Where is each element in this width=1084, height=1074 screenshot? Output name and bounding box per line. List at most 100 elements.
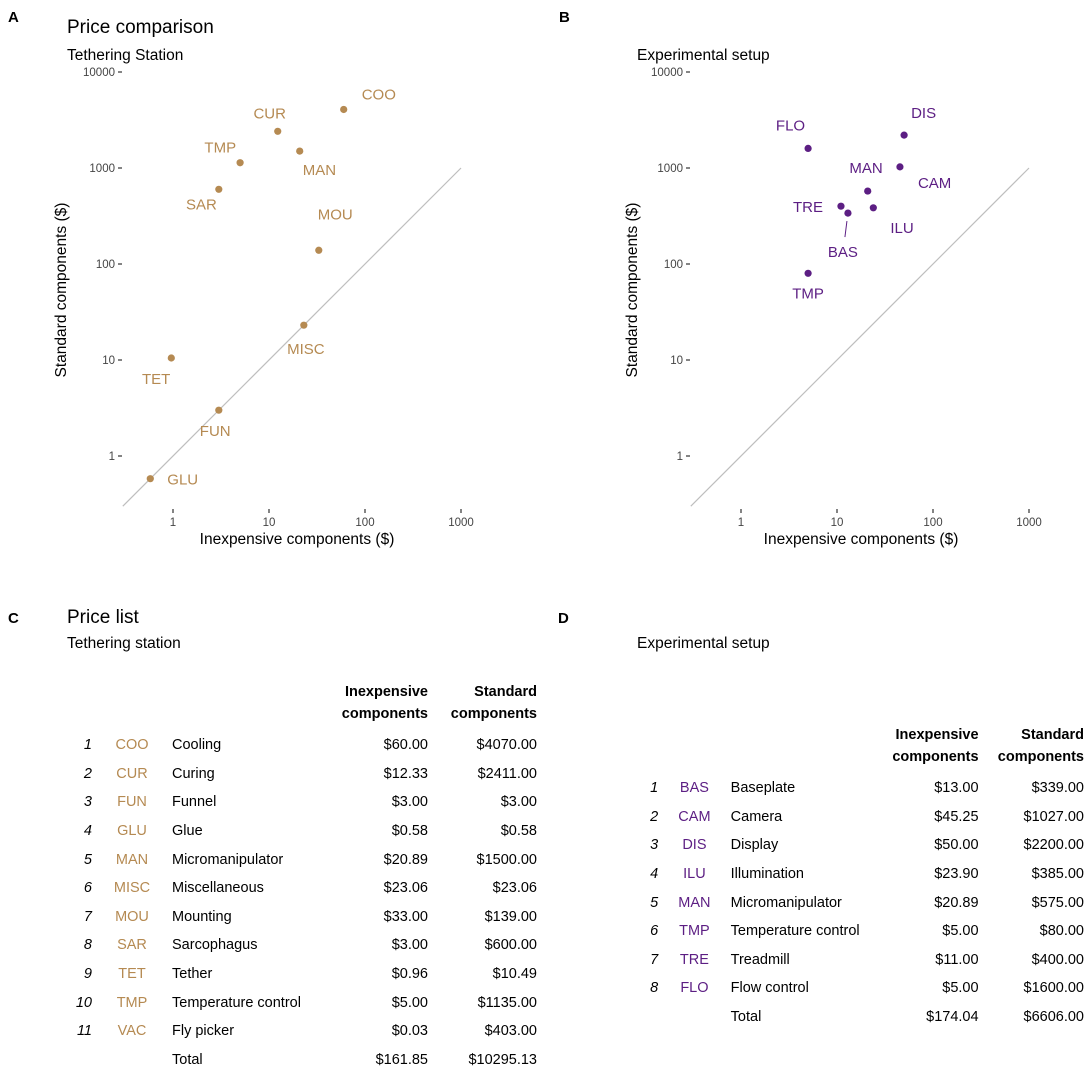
row-standard-price: $23.06 <box>492 880 537 897</box>
row-name: Temperature control <box>730 923 860 940</box>
point-label-dis: DIS <box>911 105 936 122</box>
total-inexpensive: $174.04 <box>926 1009 979 1026</box>
row-index: 5 <box>83 851 92 868</box>
y-tick-label: 1000 <box>89 163 115 175</box>
row-code: VAC <box>117 1023 147 1040</box>
col-header-standard: Standard components <box>450 684 537 722</box>
data-point-flo <box>804 144 812 153</box>
data-point-man <box>864 187 872 195</box>
point-label-ilu: ILU <box>890 220 913 237</box>
data-point-coo <box>340 105 348 114</box>
row-standard-price: $4070.00 <box>476 737 537 754</box>
row-inexpensive-price: $0.58 <box>391 823 428 840</box>
row-inexpensive-price: $23.90 <box>934 866 979 883</box>
row-standard-price: $1027.00 <box>1023 808 1084 825</box>
panel-c: C Price list Tethering station <box>0 600 540 1073</box>
y-tick-label: 10 <box>670 355 683 367</box>
data-point-fun <box>215 406 223 414</box>
label-connector <box>844 221 848 238</box>
row-name: Temperature control <box>172 994 301 1011</box>
row-index <box>66 1046 92 1074</box>
row-index: 4 <box>83 823 92 840</box>
x-tick-label: 1 <box>738 517 744 529</box>
row-standard-price: $403.00 <box>484 1023 537 1040</box>
point-label-mou: MOU <box>318 206 353 223</box>
table-row: 6 TMP Temperature control $5.00 $80.00 <box>635 917 1084 946</box>
data-point-bas <box>844 209 852 217</box>
row-inexpensive-price: $23.06 <box>383 880 428 897</box>
data-point-glu <box>146 475 154 483</box>
table-row: 8 FLO Flow control $5.00 $1600.00 <box>635 974 1084 1003</box>
table-row: 10 TMP Temperature control $5.00 $1135.00 <box>66 988 537 1017</box>
row-index: 8 <box>650 980 659 997</box>
y-tick-label: 1000 <box>657 163 683 175</box>
row-name: Miscellaneous <box>172 880 264 897</box>
data-point-mou <box>315 246 323 254</box>
row-standard-price: $2411.00 <box>477 765 537 782</box>
chart-subtitle: Experimental setup <box>637 47 770 64</box>
row-code: MAN <box>115 851 149 868</box>
point-label-tre: TRE <box>793 199 823 216</box>
col-header-standard: Standard components <box>997 727 1084 765</box>
table-subtitle: Tethering station <box>67 635 181 652</box>
data-point-misc <box>300 321 308 329</box>
row-inexpensive-price: $5.00 <box>942 923 979 940</box>
row-name: Mounting <box>172 908 232 925</box>
x-tick-label: 1000 <box>448 517 474 529</box>
row-code: CUR <box>116 765 148 782</box>
row-index: 5 <box>650 894 659 911</box>
row-index: 8 <box>83 937 92 954</box>
table-row: 7 MOU Mounting $33.00 $139.00 <box>66 903 537 932</box>
data-point-tre <box>837 202 845 210</box>
row-standard-price: $400.00 <box>1031 951 1084 968</box>
row-code: GLU <box>117 823 147 840</box>
row-index: 1 <box>650 780 659 797</box>
row-standard-price: $10.49 <box>492 966 537 983</box>
point-label-man: MAN <box>849 160 882 177</box>
row-code: MOU <box>115 908 149 925</box>
panel-letter-c: C <box>8 610 19 627</box>
row-inexpensive-price: $13.00 <box>934 780 979 797</box>
table-row: 6 MISC Miscellaneous $23.06 $23.06 <box>66 874 537 903</box>
total-label: Total <box>172 1051 203 1068</box>
row-index: 2 <box>650 808 659 825</box>
row-code: TMP <box>679 923 710 940</box>
total-row: Total $174.04 $6606.00 <box>635 1003 1084 1032</box>
data-point-cur <box>274 127 282 135</box>
row-standard-price: $1600.00 <box>1023 980 1084 997</box>
row-code: MISC <box>113 880 151 897</box>
row-standard-price: $385.00 <box>1031 866 1084 883</box>
row-name: Camera <box>730 808 783 825</box>
y-tick-label: 10 <box>102 355 115 367</box>
row-inexpensive-price: $0.03 <box>391 1023 428 1040</box>
row-name: Illumination <box>730 866 804 883</box>
y-axis-label: Standard components ($) <box>53 203 70 378</box>
point-label-tmp: TMP <box>792 285 824 302</box>
row-standard-price: $339.00 <box>1031 780 1084 797</box>
x-tick-label: 1000 <box>1016 517 1042 529</box>
y-tick-label: 10000 <box>83 67 115 79</box>
row-standard-price: $2200.00 <box>1023 837 1084 854</box>
row-code: COO <box>115 737 149 754</box>
table-row: 5 MAN Micromanipulator $20.89 $1500.00 <box>66 845 537 874</box>
table-title: Price list <box>67 607 139 628</box>
row-code: TRE <box>679 951 709 968</box>
x-axis-label: Inexpensive components ($) <box>200 531 395 548</box>
table-row: 4 GLU Glue $0.58 $0.58 <box>66 817 537 846</box>
row-inexpensive-price: $12.33 <box>383 765 428 782</box>
table-row: 4 ILU Illumination $23.90 $385.00 <box>635 860 1084 889</box>
row-index <box>635 1003 658 1032</box>
data-point-dis <box>900 131 908 139</box>
row-index: 2 <box>83 765 92 782</box>
chart-tethering-station: A Price comparison Tethering Station 1 10… <box>8 9 474 548</box>
row-index: 3 <box>650 837 659 854</box>
row-code: DIS <box>682 837 707 854</box>
row-inexpensive-price: $20.89 <box>383 851 428 868</box>
price-table-experimental: Inexpensive components Standard components… <box>635 724 1084 1031</box>
row-code: BAS <box>679 780 709 797</box>
table-row: 9 TET Tether $0.96 $10.49 <box>66 960 537 989</box>
chart-title: Price comparison <box>67 17 214 38</box>
row-name: Treadmill <box>730 951 790 968</box>
x-tick-label: 100 <box>355 517 374 529</box>
row-inexpensive-price: $45.25 <box>934 808 979 825</box>
